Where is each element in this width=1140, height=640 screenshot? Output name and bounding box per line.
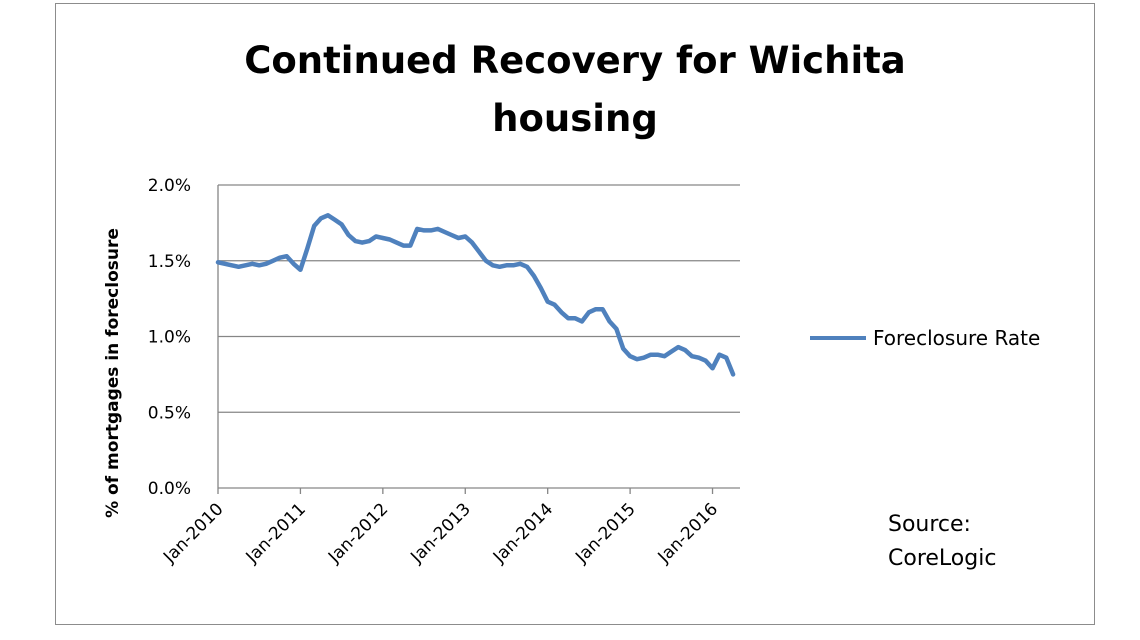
chart-title-line-2: housing (492, 97, 658, 140)
y-tick-label: 0.5% (148, 403, 191, 423)
chart-title-line-1: Continued Recovery for Wichita (244, 39, 906, 82)
series-layer (215, 213, 736, 377)
x-tick-label: Jan-2011 (242, 499, 310, 567)
axes (217, 185, 740, 489)
y-tick-labels: 0.0% 0.5% 1.0% 1.5% 2.0% (148, 176, 191, 499)
y-tick-label: 1.5% (148, 252, 191, 272)
x-tick-labels: Jan-2010 Jan-2011 Jan-2012 Jan-2013 Jan-2014… (159, 488, 722, 568)
source-name: CoreLogic (888, 546, 997, 571)
source-label: Source: (888, 512, 971, 537)
y-axis-label: % of mortgages in foreclosure (103, 228, 123, 518)
series-line-foreclosure-rate (215, 213, 736, 377)
y-tick-label: 1.0% (148, 328, 191, 348)
y-tick-label: 0.0% (148, 479, 191, 499)
gridlines (218, 184, 740, 413)
x-tick-label: Jan-2016 (654, 499, 722, 567)
chart-title: Continued Recovery for Wichita housing (55, 32, 1095, 148)
chart-frame (55, 3, 1095, 625)
y-tick-label: 2.0% (148, 176, 191, 196)
x-tick-label: Jan-2014 (489, 499, 557, 567)
legend: Foreclosure Rate (810, 326, 1040, 350)
source-note: Source: CoreLogic (888, 508, 996, 576)
x-tick-label: Jan-2012 (324, 499, 392, 567)
legend-label-foreclosure-rate: Foreclosure Rate (873, 326, 1040, 350)
x-tick-label: Jan-2015 (571, 499, 639, 567)
x-tick-label: Jan-2013 (406, 499, 474, 567)
x-tick-label: Jan-2010 (159, 499, 227, 567)
